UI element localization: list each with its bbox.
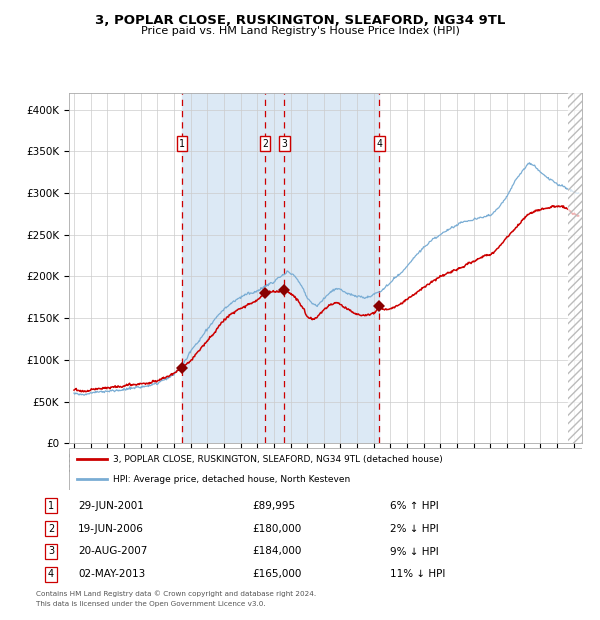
Text: HPI: Average price, detached house, North Kesteven: HPI: Average price, detached house, Nort… (113, 475, 350, 484)
Text: 20-AUG-2007: 20-AUG-2007 (78, 546, 148, 557)
Text: 4: 4 (376, 139, 382, 149)
Text: 3, POPLAR CLOSE, RUSKINGTON, SLEAFORD, NG34 9TL: 3, POPLAR CLOSE, RUSKINGTON, SLEAFORD, N… (95, 14, 505, 27)
Text: £184,000: £184,000 (252, 546, 301, 557)
Text: 2% ↓ HPI: 2% ↓ HPI (390, 523, 439, 534)
Text: 1: 1 (48, 500, 54, 511)
Text: 19-JUN-2006: 19-JUN-2006 (78, 523, 144, 534)
Bar (568, 93, 582, 443)
Text: 9% ↓ HPI: 9% ↓ HPI (390, 546, 439, 557)
Text: 3: 3 (48, 546, 54, 557)
Text: 2: 2 (48, 523, 54, 534)
Text: Price paid vs. HM Land Registry's House Price Index (HPI): Price paid vs. HM Land Registry's House … (140, 26, 460, 36)
Bar (182, 93, 379, 443)
Text: 3: 3 (281, 139, 287, 149)
Text: 2: 2 (262, 139, 268, 149)
Bar (568, 93, 582, 443)
Text: £89,995: £89,995 (252, 500, 295, 511)
Text: 4: 4 (48, 569, 54, 580)
Text: £180,000: £180,000 (252, 523, 301, 534)
Text: 11% ↓ HPI: 11% ↓ HPI (390, 569, 445, 580)
Text: £165,000: £165,000 (252, 569, 301, 580)
Text: 3, POPLAR CLOSE, RUSKINGTON, SLEAFORD, NG34 9TL (detached house): 3, POPLAR CLOSE, RUSKINGTON, SLEAFORD, N… (113, 454, 442, 464)
Text: Contains HM Land Registry data © Crown copyright and database right 2024.: Contains HM Land Registry data © Crown c… (36, 590, 316, 597)
Text: 29-JUN-2001: 29-JUN-2001 (78, 500, 144, 511)
Text: 02-MAY-2013: 02-MAY-2013 (78, 569, 145, 580)
Text: 6% ↑ HPI: 6% ↑ HPI (390, 500, 439, 511)
Text: This data is licensed under the Open Government Licence v3.0.: This data is licensed under the Open Gov… (36, 601, 266, 608)
Text: 1: 1 (179, 139, 185, 149)
